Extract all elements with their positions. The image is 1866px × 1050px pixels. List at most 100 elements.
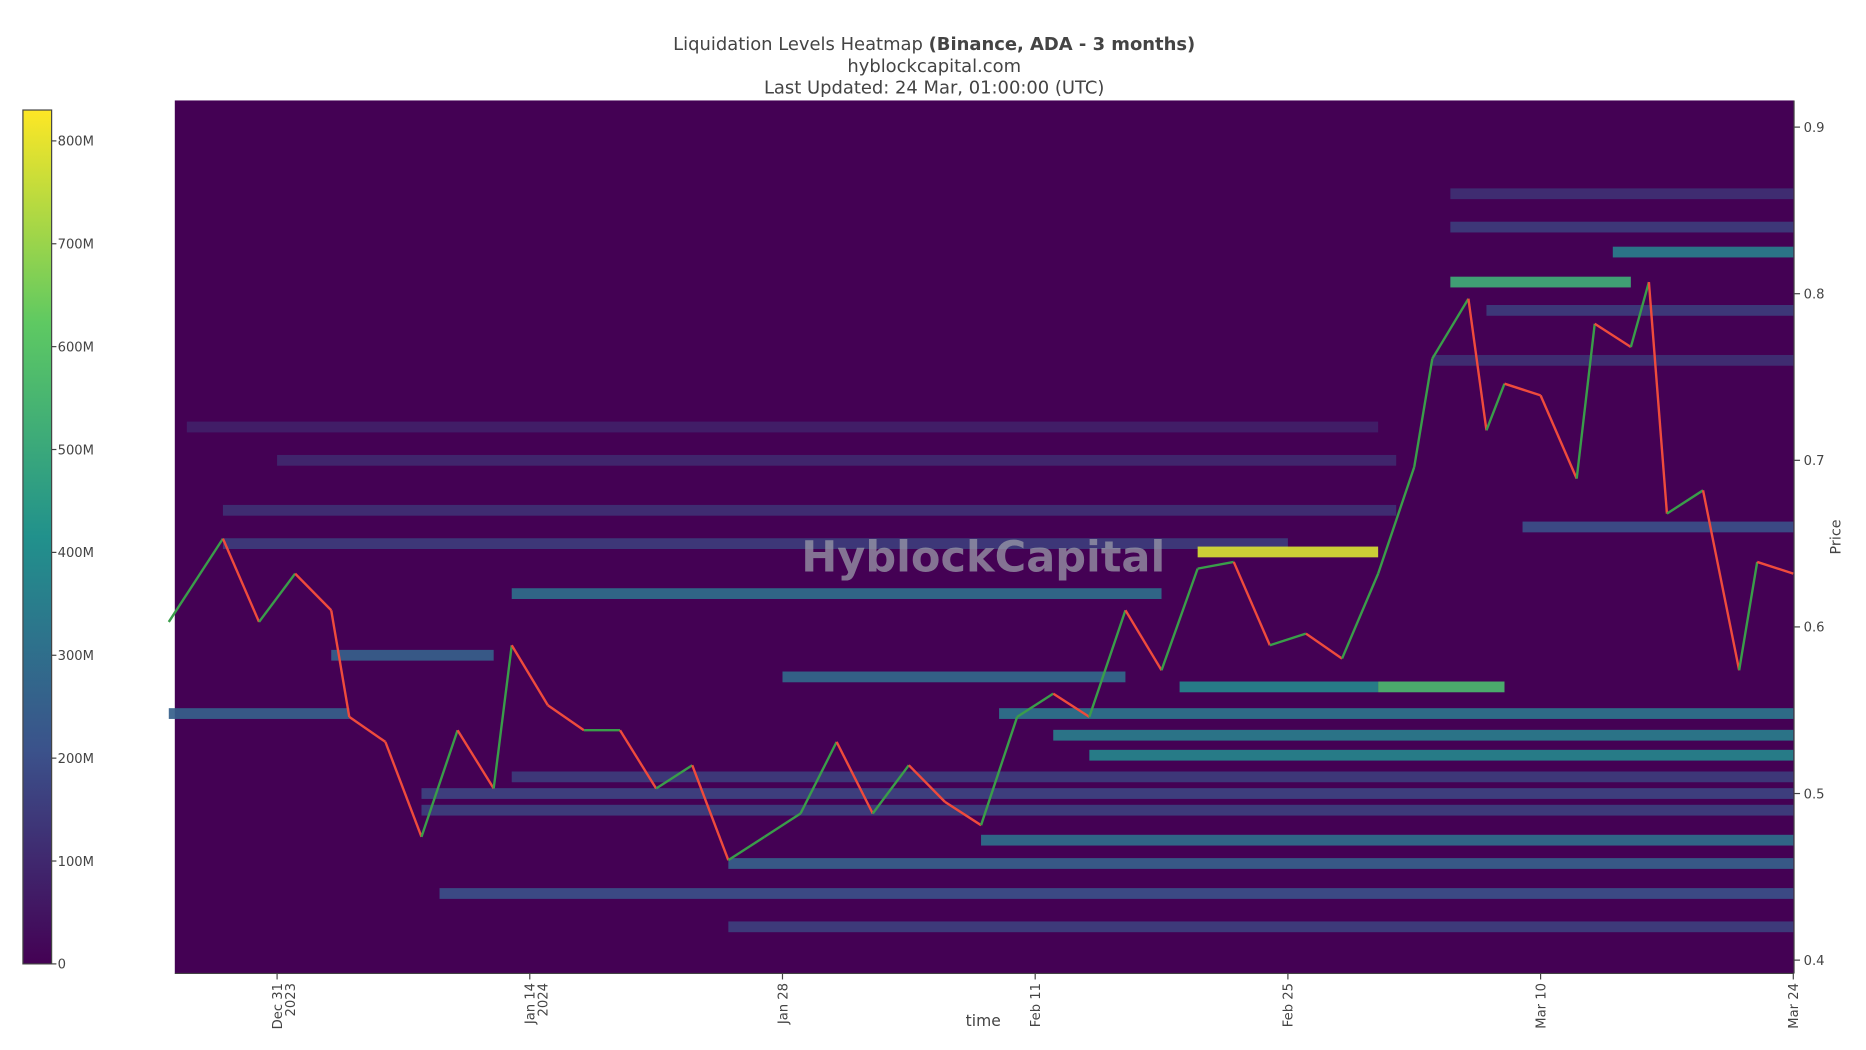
price-segment [1539, 394, 1578, 480]
heatmap [168, 188, 1794, 933]
x-year-label: 2024 [537, 983, 552, 1016]
y-tick-label: 0.4 [1804, 954, 1825, 969]
y-tick-label: 0.7 [1804, 454, 1825, 469]
title-text: Liquidation Levels Heatmap [673, 34, 923, 55]
price-segment [348, 715, 387, 743]
price-segment [420, 729, 459, 838]
price-segment [1467, 298, 1488, 431]
liquidation-level [1612, 246, 1794, 258]
colorbar-tick-label: 0 [58, 958, 66, 973]
price-segment [619, 729, 658, 790]
price-segment [1431, 298, 1470, 360]
price-segment [330, 610, 351, 718]
colorbar-tick-label: 200M [58, 752, 94, 767]
colorbar-tick-label: 600M [58, 340, 94, 355]
colorbar-tick-label: 800M [58, 135, 94, 150]
liquidation-level [1450, 221, 1794, 233]
price-segment [799, 741, 838, 815]
liquidation-level [186, 421, 1379, 433]
price-segment [1088, 609, 1127, 718]
price-segment [1575, 323, 1596, 479]
price-segment [1016, 692, 1054, 718]
price-segment [1124, 609, 1163, 671]
chart-title: Liquidation Levels Heatmap (Binance, ADA… [673, 34, 1195, 55]
x-tick-label: Dec 31 [271, 983, 286, 1029]
title-bold: (Binance, ADA - 3 months) [929, 34, 1196, 55]
liquidation-level [728, 921, 1794, 933]
liquidation-level [277, 454, 1397, 466]
liquidation-level [511, 771, 1794, 783]
price-segment [1052, 692, 1090, 718]
price-segment [167, 537, 224, 623]
watermark: HyblockCapital [801, 533, 1165, 583]
y-tick-label: 0.9 [1804, 121, 1825, 136]
price-series [167, 281, 1794, 862]
liquidation-level [1378, 681, 1505, 693]
colorbar-tick-label: 300M [58, 649, 94, 664]
price-segment [871, 764, 910, 815]
price-segment [492, 645, 513, 789]
x-tick-label: Jan 14 [524, 983, 539, 1025]
price-segment [1629, 281, 1651, 348]
price-segment [1377, 466, 1416, 574]
liquidation-level [222, 538, 1288, 550]
price-segment [763, 812, 802, 838]
updated: Last Updated: 24 Mar, 01:00:00 (UTC) [764, 77, 1104, 98]
price-segment [691, 764, 730, 861]
colorbar-tick-label: 700M [58, 238, 94, 253]
price-segment [1737, 561, 1759, 671]
price-segment [1197, 560, 1234, 570]
subtitle: hyblockcapital.com [847, 56, 1021, 77]
price-segment [1666, 489, 1704, 515]
liquidation-level [511, 588, 1162, 599]
liquidation-level [421, 788, 1794, 799]
price-segment [456, 729, 495, 790]
liquidation-level [728, 858, 1794, 869]
plot-area [174, 100, 1795, 974]
y-tick-label: 0.5 [1804, 787, 1825, 802]
price-segment [1340, 573, 1380, 660]
liquidation-level [1053, 729, 1794, 741]
liquidation-level [1450, 276, 1631, 288]
price-segment [727, 835, 766, 862]
price-segment [1305, 632, 1343, 660]
liquidation-level [421, 804, 1794, 816]
price-segment [1485, 383, 1506, 431]
x-tick-label: Feb 11 [1029, 983, 1044, 1027]
price-segment [1701, 490, 1741, 671]
price-segment [384, 741, 423, 838]
price-segment [944, 800, 982, 827]
x-tick-label: Jan 28 [776, 983, 791, 1025]
liquidation-level [168, 708, 350, 719]
liquidation-level [1179, 681, 1379, 693]
axes: 0.4 0.5 0.6 0.7 0.8 0.9 Dec 31 Jan 14 Jan 28 Feb … [51, 100, 1825, 1029]
liquidation-level [1197, 546, 1379, 558]
y-axis-label: Price [1829, 519, 1845, 554]
price-segment [1647, 281, 1669, 514]
price-segment [221, 538, 261, 623]
y-tick-label: 0.8 [1804, 288, 1825, 303]
price-segment [1232, 561, 1271, 646]
liquidation-level [999, 708, 1794, 719]
x-tick-label: Feb 25 [1282, 983, 1297, 1027]
liquidation-level [439, 888, 1794, 899]
y-tick-label: 0.6 [1804, 621, 1825, 636]
price-segment [547, 704, 585, 732]
colorbar-tick-label: 400M [58, 546, 94, 561]
liquidation-level [1089, 749, 1794, 761]
price-segment [294, 572, 333, 612]
liquidation-level [981, 834, 1794, 846]
colorbar-tick-label: 100M [58, 855, 94, 870]
liquidation-level [1522, 521, 1794, 533]
liquidation-level [1432, 354, 1794, 366]
price-segment [1504, 382, 1541, 397]
x-tick-label: Mar 24 [1787, 983, 1802, 1029]
price-segment [510, 644, 549, 706]
liquidation-level [222, 504, 1397, 516]
price-segment [1413, 358, 1434, 468]
price-segment [258, 572, 297, 623]
price-segment [1269, 632, 1307, 647]
price-segment [979, 716, 1019, 826]
x-year-label: 2023 [284, 983, 299, 1016]
